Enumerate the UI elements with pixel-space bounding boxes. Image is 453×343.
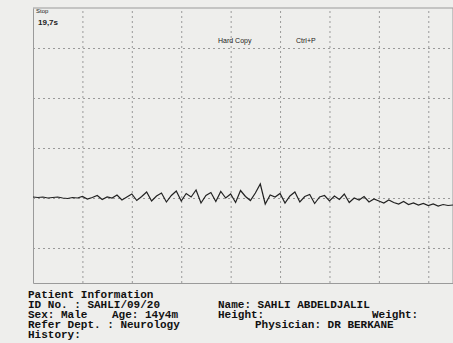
annotation: Stop [36, 8, 49, 14]
grid-line [82, 8, 83, 283]
x-axis [34, 8, 453, 284]
x-tick [379, 8, 380, 283]
marks [33, 184, 453, 206]
patient-info: Patient InformationID No. : SAHLI/09/20N… [28, 289, 418, 341]
plot [33, 8, 453, 284]
grid-line [132, 8, 133, 283]
y-tick [33, 248, 453, 249]
grid-line [231, 8, 232, 283]
grid-line [33, 148, 453, 149]
trace [33, 184, 453, 206]
x-tick [329, 8, 330, 283]
x-tick [181, 8, 182, 283]
x-tick [132, 8, 133, 283]
grid-line [33, 48, 453, 49]
x-tick [280, 8, 281, 283]
grid-line [329, 8, 330, 283]
printout: Stop 19,7s Hard Copy Ctrl+P Patient Informat… [0, 0, 453, 343]
annotation: 19,7s [38, 18, 59, 27]
axis-line [34, 283, 453, 284]
y-tick [33, 198, 453, 199]
y-tick [33, 48, 453, 49]
grid-line [33, 248, 453, 249]
annotation: Ctrl+P [296, 37, 316, 44]
grid-line [428, 8, 429, 283]
y-axis [33, 9, 453, 284]
grid-line [280, 8, 281, 283]
info-field: History: [28, 329, 81, 341]
x-tick [231, 8, 232, 283]
annotation: Hard Copy [218, 37, 252, 45]
grid-line [181, 8, 182, 283]
paper [0, 0, 453, 343]
info-field: Physician: DR BERKANE [255, 319, 394, 331]
x-tick [82, 8, 83, 283]
y-tick [33, 98, 453, 99]
axis-line [33, 9, 34, 284]
plot-frame [33, 8, 453, 283]
grid-line [33, 98, 453, 99]
grid-line [379, 8, 380, 283]
x-tick [428, 8, 429, 283]
grid-line [33, 198, 453, 199]
y-tick [33, 148, 453, 149]
